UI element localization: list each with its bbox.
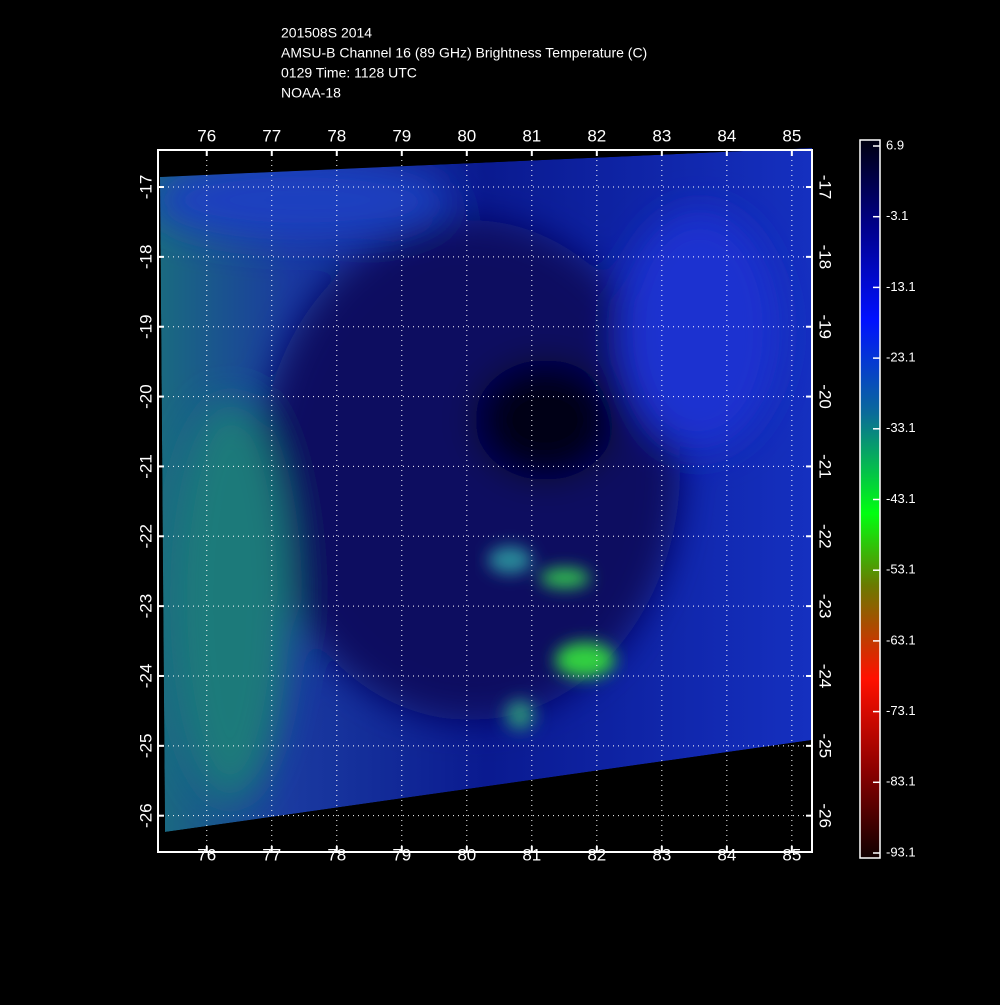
lon-label: 85	[782, 845, 801, 864]
lon-label: 77	[262, 126, 281, 145]
colorbar-label: -83.1	[886, 774, 916, 789]
lat-label: -17	[816, 175, 835, 200]
lat-label: -21	[816, 454, 835, 479]
lon-label: 76	[197, 845, 216, 864]
lat-label: -23	[816, 594, 835, 619]
lat-label: -23	[136, 594, 155, 619]
colorbar-label: -43.1	[886, 491, 916, 506]
header-line: NOAA-18	[281, 85, 341, 101]
lon-label: 82	[587, 845, 606, 864]
lat-label: -24	[816, 664, 835, 689]
colorbar-label: -13.1	[886, 279, 916, 294]
lon-label: 79	[392, 845, 411, 864]
lat-label: -20	[816, 384, 835, 409]
colorbar-label: -3.1	[886, 208, 908, 223]
lon-label: 81	[522, 126, 541, 145]
lon-label: 78	[327, 126, 346, 145]
lat-label: -25	[136, 734, 155, 759]
colorbar-label: -73.1	[886, 703, 916, 718]
satellite-swath	[160, 148, 812, 832]
lat-label: -22	[136, 524, 155, 549]
colorbar-label: -93.1	[886, 844, 916, 859]
lat-label: -19	[816, 314, 835, 339]
lat-label: -26	[816, 803, 835, 828]
lat-label: -24	[136, 664, 155, 689]
colorbar-label: -53.1	[886, 562, 916, 577]
lat-label: -17	[136, 175, 155, 200]
lat-label: -18	[816, 245, 835, 270]
lon-label: 84	[717, 845, 736, 864]
colorbar-label: -23.1	[886, 350, 916, 365]
lat-label: -26	[136, 803, 155, 828]
lon-label: 79	[392, 126, 411, 145]
lat-label: -18	[136, 245, 155, 270]
lon-label: 81	[522, 845, 541, 864]
map-frame	[157, 149, 813, 853]
lon-label: 80	[457, 126, 476, 145]
colorbar-label: 6.9	[886, 137, 904, 152]
header-line: AMSU-B Channel 16 (89 GHz) Brightness Te…	[281, 45, 647, 61]
lon-label: 85	[782, 126, 801, 145]
lon-label: 82	[587, 126, 606, 145]
lon-label: 80	[457, 845, 476, 864]
lon-label: 84	[717, 126, 736, 145]
lon-label: 83	[652, 126, 671, 145]
lon-label: 76	[197, 126, 216, 145]
colorbar-label: -63.1	[886, 632, 916, 647]
lat-label: -20	[136, 384, 155, 409]
lon-label: 77	[262, 845, 281, 864]
lat-label: -19	[136, 314, 155, 339]
header-line: 0129 Time: 1128 UTC	[281, 65, 417, 81]
header-line: 201508S 2014	[281, 25, 372, 41]
lat-label: -25	[816, 734, 835, 759]
lat-label: -22	[816, 524, 835, 549]
lon-label: 83	[652, 845, 671, 864]
lat-label: -21	[136, 454, 155, 479]
lon-label: 78	[327, 845, 346, 864]
colorbar-label: -33.1	[886, 420, 916, 435]
